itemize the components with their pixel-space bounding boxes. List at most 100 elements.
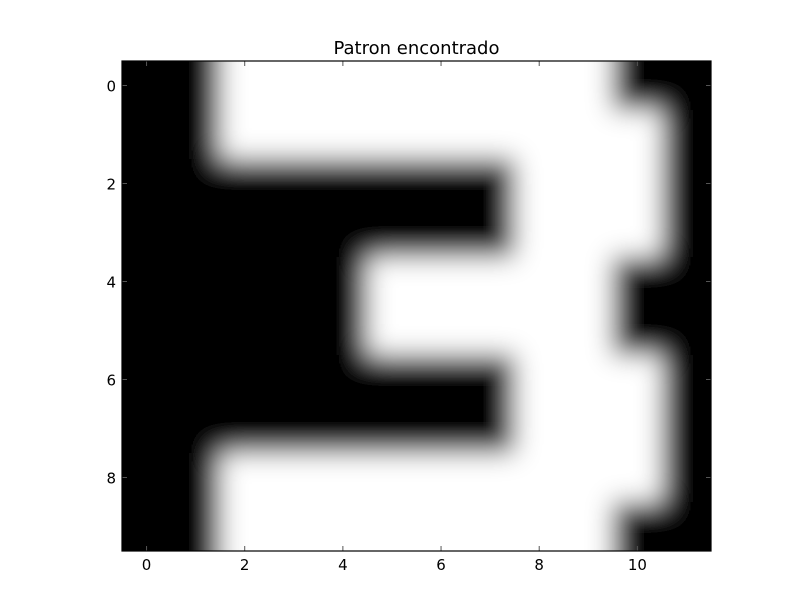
heatmap-cell-r6-c4: [318, 355, 369, 405]
heatmap-cell-r2-c1: [171, 159, 221, 209]
heatmap-cell-r5-c2: [220, 306, 270, 356]
heatmap-cell-r8-c10: [612, 453, 663, 503]
heatmap-cell-r8-c5: [367, 453, 418, 503]
heatmap-cell-r6-c2: [220, 355, 270, 405]
heatmap-cell-r6-c9: [563, 355, 614, 405]
heatmap-cell-r0-c5: [367, 61, 418, 111]
heatmap-cell-r3-c5: [367, 208, 418, 258]
heatmap-cell-r8-c2: [220, 453, 270, 503]
heatmap-cell-r7-c8: [514, 404, 565, 454]
heatmap-cell-r7-c6: [416, 404, 467, 454]
heatmap-cell-r9-c5: [367, 502, 418, 551]
heatmap-cell-r9-c1: [171, 502, 221, 551]
heatmap-cell-r9-c3: [269, 502, 319, 551]
heatmap-cell-r3-c6: [416, 208, 467, 258]
heatmap-cell-r2-c10: [612, 159, 663, 209]
heatmap-cell-r2-c8: [514, 159, 565, 209]
heatmap-cell-r1-c9: [563, 110, 614, 160]
heatmap-cell-r6-c6: [416, 355, 467, 405]
heatmap-cell-r3-c4: [318, 208, 369, 258]
heatmap-cell-r8-c6: [416, 453, 467, 503]
heatmap-cell-r0-c9: [563, 61, 614, 111]
heatmap-cell-r4-c10: [612, 257, 663, 307]
heatmap-cell-r5-c6: [416, 306, 467, 356]
y-tick-label: 8: [106, 470, 116, 488]
y-tick-label: 2: [106, 176, 116, 194]
x-axis: 0 2 4 6 8 10: [142, 61, 647, 574]
heatmap-cell-r0-c7: [465, 61, 516, 111]
heatmap-cell-r9-c7: [465, 502, 516, 551]
heatmap-cell-r0-c0: [122, 61, 172, 111]
plot-frame: [121, 60, 712, 552]
heatmap-cell-r4-c7: [465, 257, 516, 307]
heatmap-cell-r2-c7: [465, 159, 516, 209]
y-axis: 0 2 4 6 8: [106, 78, 711, 488]
heatmap-cell-r1-c8: [514, 110, 565, 160]
heatmap-cell-r8-c8: [514, 453, 565, 503]
heatmap-cell-r4-c0: [122, 257, 172, 307]
heatmap-cell-r7-c1: [171, 404, 221, 454]
heatmap-cell-r1-c0: [122, 110, 172, 160]
heatmap-cell-r8-c9: [563, 453, 614, 503]
heatmap-cell-r5-c7: [465, 306, 516, 356]
heatmap-cell-r4-c1: [171, 257, 221, 307]
heatmap-cell-r0-c2: [220, 61, 270, 111]
x-tick-label: 0: [142, 556, 152, 574]
heatmap-cell-r0-c10: [612, 61, 663, 111]
heatmap-cell-r6-c10: [612, 355, 663, 405]
heatmap-cell-r7-c4: [318, 404, 369, 454]
heatmap-cell-r6-c11: [661, 355, 711, 405]
heatmap-cell-r2-c3: [269, 159, 319, 209]
heatmap-cell-r2-c6: [416, 159, 467, 209]
heatmap-cell-r5-c5: [367, 306, 418, 356]
heatmap-cell-r7-c0: [122, 404, 172, 454]
heatmap-cell-r3-c2: [220, 208, 270, 258]
y-tick-label: 6: [106, 372, 116, 390]
heatmap-cell-r6-c0: [122, 355, 172, 405]
heatmap-cell-r8-c3: [269, 453, 319, 503]
heatmap-cell-r5-c8: [514, 306, 565, 356]
heatmap-cell-r5-c11: [661, 306, 711, 356]
heatmap-cell-r9-c0: [122, 502, 172, 551]
x-tick-label: 2: [240, 556, 250, 574]
y-tick-label: 0: [106, 78, 116, 96]
heatmap-cell-r1-c2: [220, 110, 270, 160]
heatmap-cell-r9-c2: [220, 502, 270, 551]
heatmap-cell-r2-c2: [220, 159, 270, 209]
heatmap-cell-r2-c4: [318, 159, 369, 209]
heatmap-cell-r4-c4: [318, 257, 369, 307]
heatmap-cell-r4-c11: [661, 257, 711, 307]
heatmap-cell-r1-c4: [318, 110, 369, 160]
heatmap-cell-r4-c9: [563, 257, 614, 307]
heatmap-cell-r1-c7: [465, 110, 516, 160]
heatmap-cell-r3-c0: [122, 208, 172, 258]
heatmap-cell-r0-c11: [661, 61, 711, 111]
heatmap-cell-r2-c9: [563, 159, 614, 209]
heatmap-cell-r3-c11: [661, 208, 711, 258]
heatmap-cell-r7-c5: [367, 404, 418, 454]
heatmap-cell-r6-c1: [171, 355, 221, 405]
heatmap-cell-r9-c9: [563, 502, 614, 551]
x-tick-label: 4: [338, 556, 348, 574]
heatmap-cell-r4-c8: [514, 257, 565, 307]
heatmap-cell-r5-c10: [612, 306, 663, 356]
heatmap-cell-r1-c6: [416, 110, 467, 160]
heatmap-cell-r1-c3: [269, 110, 319, 160]
heatmap-cell-r3-c8: [514, 208, 565, 258]
x-tick-label: 6: [436, 556, 446, 574]
heatmap-cell-r6-c7: [465, 355, 516, 405]
heatmap-cell-r4-c6: [416, 257, 467, 307]
heatmap-cell-r5-c1: [171, 306, 221, 356]
heatmap-cell-r8-c11: [661, 453, 711, 503]
heatmap-cell-r9-c11: [661, 502, 711, 551]
heatmap-cell-r0-c8: [514, 61, 565, 111]
heatmap-cell-r9-c8: [514, 502, 565, 551]
x-tick-label: 8: [534, 556, 544, 574]
heatmap-cell-r0-c1: [171, 61, 221, 111]
heatmap-cell-r5-c0: [122, 306, 172, 356]
heatmap-cell-r7-c11: [661, 404, 711, 454]
heatmap-cell-r1-c5: [367, 110, 418, 160]
heatmap-cell-r8-c7: [465, 453, 516, 503]
heatmap-cell-r5-c9: [563, 306, 614, 356]
